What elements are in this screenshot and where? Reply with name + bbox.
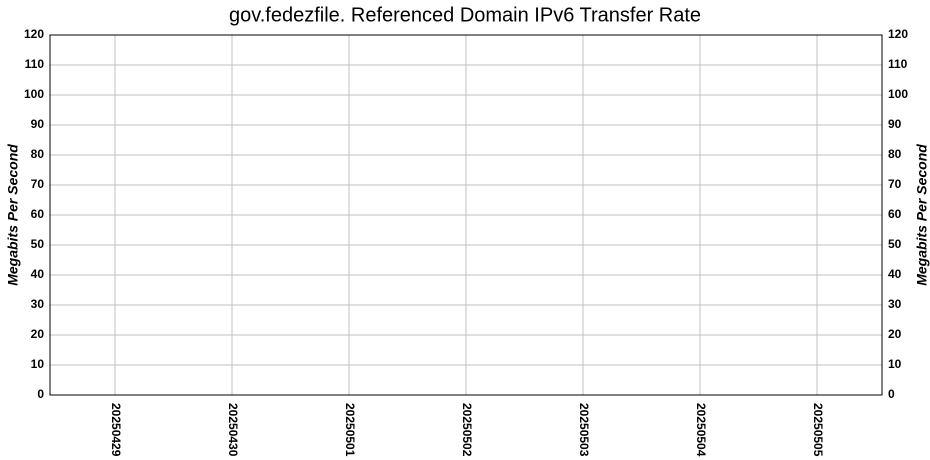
y2-tick-label: 90 [888,117,902,131]
y-tick-label: 120 [24,27,44,41]
x-tick-label: 20250430 [226,403,240,457]
x-tick-label: 20250505 [811,403,825,457]
y2-tick-label: 40 [888,267,902,281]
y-tick-label: 40 [31,267,45,281]
y2-tick-label: 0 [888,387,895,401]
y-tick-label: 30 [31,297,45,311]
x-tick-label: 20250503 [577,403,591,457]
y2-tick-label: 70 [888,177,902,191]
y-tick-label: 80 [31,147,45,161]
x-tick-label: 20250502 [460,403,474,457]
y2-tick-label: 50 [888,237,902,251]
plot-border [49,34,883,396]
y2-tick-label: 30 [888,297,902,311]
y2-tick-label: 10 [888,357,902,371]
y2-tick-label: 60 [888,207,902,221]
y-tick-label: 110 [25,57,45,71]
y2-tick-label: 120 [888,27,908,41]
y2-tick-label: 80 [888,147,902,161]
y-tick-label: 60 [31,207,45,221]
y-tick-label: 90 [31,117,45,131]
y2-tick-label: 110 [888,57,908,71]
x-tick-label: 20250504 [694,403,708,457]
y2-tick-label: 100 [888,87,908,101]
x-tick-label: 20250501 [343,403,357,457]
y-tick-label: 0 [37,387,44,401]
y2-tick-label: 20 [888,327,902,341]
y2-axis-title: Megabits Per Second [914,144,930,286]
y-tick-label: 50 [31,237,45,251]
y-tick-label: 20 [31,327,45,341]
y-tick-label: 100 [24,87,44,101]
y-tick-label: 70 [31,177,45,191]
y-tick-label: 10 [31,357,45,371]
x-tick-label: 20250429 [109,403,123,457]
y-axis-title: Megabits Per Second [5,144,21,286]
chart-title: gov.fedezfile. Referenced Domain IPv6 Tr… [229,4,701,26]
